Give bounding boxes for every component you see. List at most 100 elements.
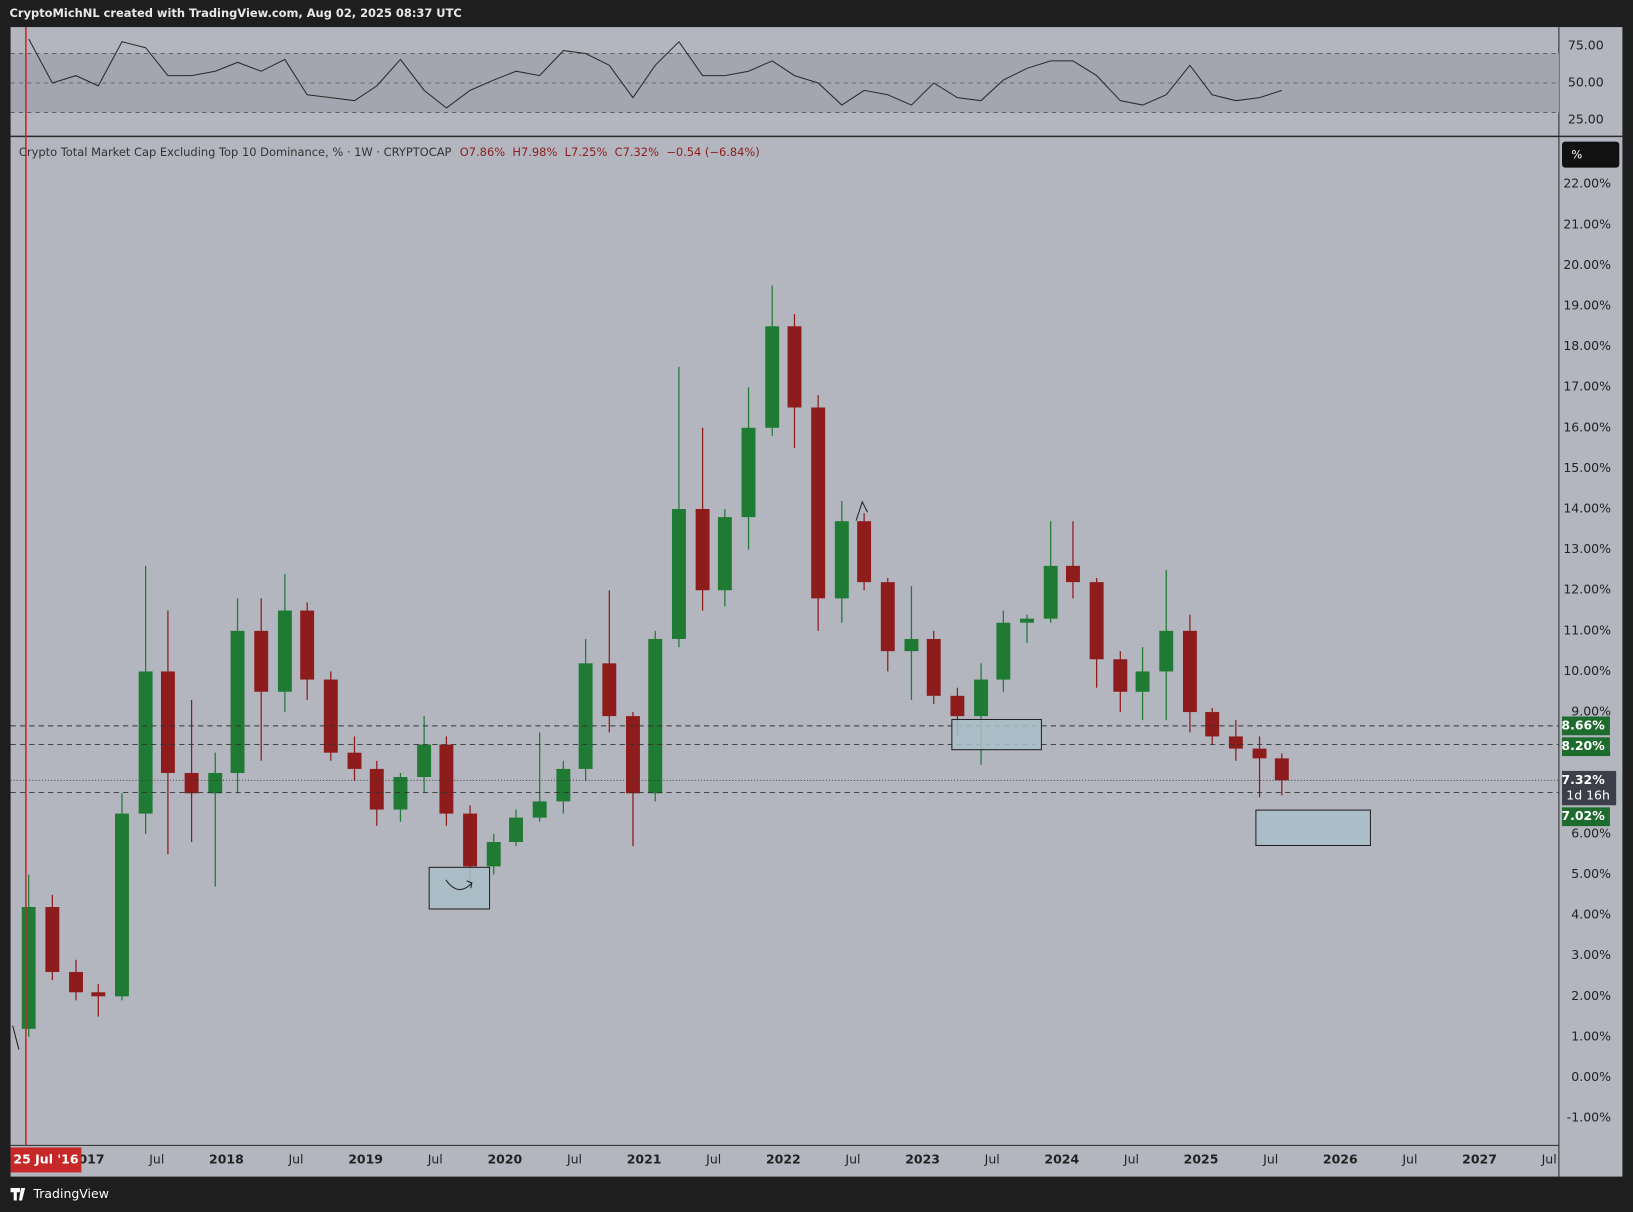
rsi-tick-label: 25.00 bbox=[1568, 111, 1604, 126]
rsi-line bbox=[28, 38, 1282, 109]
candle-body bbox=[138, 671, 153, 814]
candle-body bbox=[926, 638, 941, 696]
x-tick-label: 2024 bbox=[1044, 1151, 1079, 1166]
y-tick-label: 1.00% bbox=[1571, 1028, 1611, 1043]
attribution: CryptoMichNL created with TradingView.co… bbox=[10, 6, 462, 20]
candle-body bbox=[556, 768, 571, 802]
rsi-tick-label: 75.00 bbox=[1568, 38, 1604, 53]
unit-badge[interactable] bbox=[1562, 141, 1620, 168]
y-tick-label: 3.00% bbox=[1571, 947, 1611, 962]
unit-badge-text[interactable]: % bbox=[1571, 148, 1582, 162]
x-tick-label: 2025 bbox=[1184, 1151, 1219, 1166]
y-tick-label: 0.00% bbox=[1571, 1069, 1611, 1084]
candle-body bbox=[417, 744, 432, 778]
x-tick-label: 2020 bbox=[488, 1151, 523, 1166]
box bbox=[1255, 809, 1371, 847]
y-tick-label: 16.00% bbox=[1563, 419, 1611, 434]
y-tick-label: 6.00% bbox=[1571, 825, 1611, 840]
candle-body bbox=[115, 813, 129, 997]
candle-body bbox=[904, 638, 919, 652]
price-line-badge bbox=[1562, 716, 1610, 736]
candle-body bbox=[996, 622, 1011, 680]
candle-body bbox=[1205, 712, 1220, 737]
candle-body bbox=[578, 663, 593, 769]
x-tick-label: 2026 bbox=[1323, 1151, 1358, 1166]
x-tick-label: Jul bbox=[1262, 1151, 1278, 1166]
ohlc: L7.25% bbox=[565, 145, 608, 159]
y-tick-label: 21.00% bbox=[1563, 216, 1611, 231]
x-tick-label: Jul bbox=[148, 1151, 164, 1166]
candle-body bbox=[974, 679, 989, 717]
y-tick-label: 18.00% bbox=[1563, 338, 1611, 353]
ohlc: H7.98% bbox=[512, 145, 557, 159]
candle-body bbox=[439, 744, 454, 814]
candle-body bbox=[91, 992, 106, 997]
candle-body bbox=[1252, 748, 1267, 759]
y-tick-label: 11.00% bbox=[1563, 622, 1611, 637]
candle-body bbox=[1135, 671, 1150, 692]
candle-body bbox=[857, 521, 872, 583]
axis-labels: 75.00 50.00 25.00 -1.00% 0.00% 1.00% 2.00% 3.00… bbox=[10, 38, 1617, 1173]
candle-body bbox=[1182, 630, 1197, 713]
legend: Crypto Total Market Cap Excluding Top 10… bbox=[19, 145, 760, 159]
candle-body bbox=[834, 521, 849, 599]
candle-body bbox=[347, 752, 362, 769]
candle-body bbox=[323, 679, 338, 753]
candle-body bbox=[695, 509, 710, 591]
candle-body bbox=[393, 777, 408, 810]
candle-body bbox=[254, 630, 269, 692]
x-tick-label: Jul bbox=[705, 1151, 721, 1166]
y-tick-label: 14.00% bbox=[1563, 501, 1611, 516]
candle-body bbox=[277, 610, 292, 692]
candle-body bbox=[1043, 565, 1058, 619]
y-tick-label: 10.00% bbox=[1563, 663, 1611, 678]
candle-body bbox=[532, 801, 547, 818]
ohlc: C7.32% bbox=[615, 145, 659, 159]
x-tick-label: Jul bbox=[1541, 1151, 1557, 1166]
chart-panel bbox=[10, 27, 1623, 1177]
box bbox=[951, 718, 1042, 751]
arrow bbox=[855, 500, 868, 521]
candle-body bbox=[717, 517, 732, 591]
y-tick-label: 12.00% bbox=[1563, 582, 1611, 597]
x-tick-label: 2019 bbox=[348, 1151, 383, 1166]
candle-body bbox=[1228, 736, 1243, 749]
x-tick-label: Jul bbox=[1401, 1151, 1417, 1166]
price-line-badge bbox=[1562, 807, 1610, 827]
candle-body bbox=[509, 817, 523, 843]
annotations bbox=[12, 500, 1371, 1050]
rsi-tick-label: 50.00 bbox=[1568, 74, 1604, 89]
x-tick-label: Jul bbox=[844, 1151, 860, 1166]
candle-body bbox=[1066, 565, 1080, 583]
x-tick-label: Jul bbox=[427, 1151, 443, 1166]
legend-title: Crypto Total Market Cap Excluding Top 10… bbox=[19, 145, 452, 159]
logo bbox=[10, 1188, 26, 1201]
y-tick-label: 17.00% bbox=[1563, 379, 1611, 394]
candle-body bbox=[880, 582, 895, 652]
y-tick-label: 22.00% bbox=[1563, 176, 1611, 191]
y-tick-label: 9.00% bbox=[1571, 704, 1611, 719]
x-tick-label: 2027 bbox=[1462, 1151, 1497, 1166]
x-tick-label: 2021 bbox=[627, 1151, 662, 1166]
price-line-badge bbox=[1562, 737, 1610, 757]
y-tick-label: -1.00% bbox=[1567, 1110, 1611, 1125]
rsi-band bbox=[10, 53, 1559, 113]
x-tick-label: 2023 bbox=[905, 1151, 940, 1166]
candle-body bbox=[21, 906, 36, 1029]
x-tick-label: Jul bbox=[1123, 1151, 1139, 1166]
y-tick-label: 2.00% bbox=[1571, 988, 1611, 1003]
candle-body bbox=[602, 663, 617, 717]
candle-body bbox=[1113, 659, 1128, 692]
candle-body bbox=[300, 610, 315, 680]
candle-body bbox=[208, 772, 223, 794]
last-price-badge bbox=[1562, 770, 1617, 806]
y-tick-label: 4.00% bbox=[1571, 907, 1611, 922]
candle-body bbox=[1274, 758, 1289, 781]
candle-body bbox=[1089, 582, 1104, 660]
candle-body bbox=[69, 971, 83, 993]
x-tick-label: 2022 bbox=[766, 1151, 801, 1166]
y-tick-label: 13.00% bbox=[1563, 541, 1611, 556]
cursor-label: 25 Jul '16 bbox=[13, 1151, 78, 1166]
